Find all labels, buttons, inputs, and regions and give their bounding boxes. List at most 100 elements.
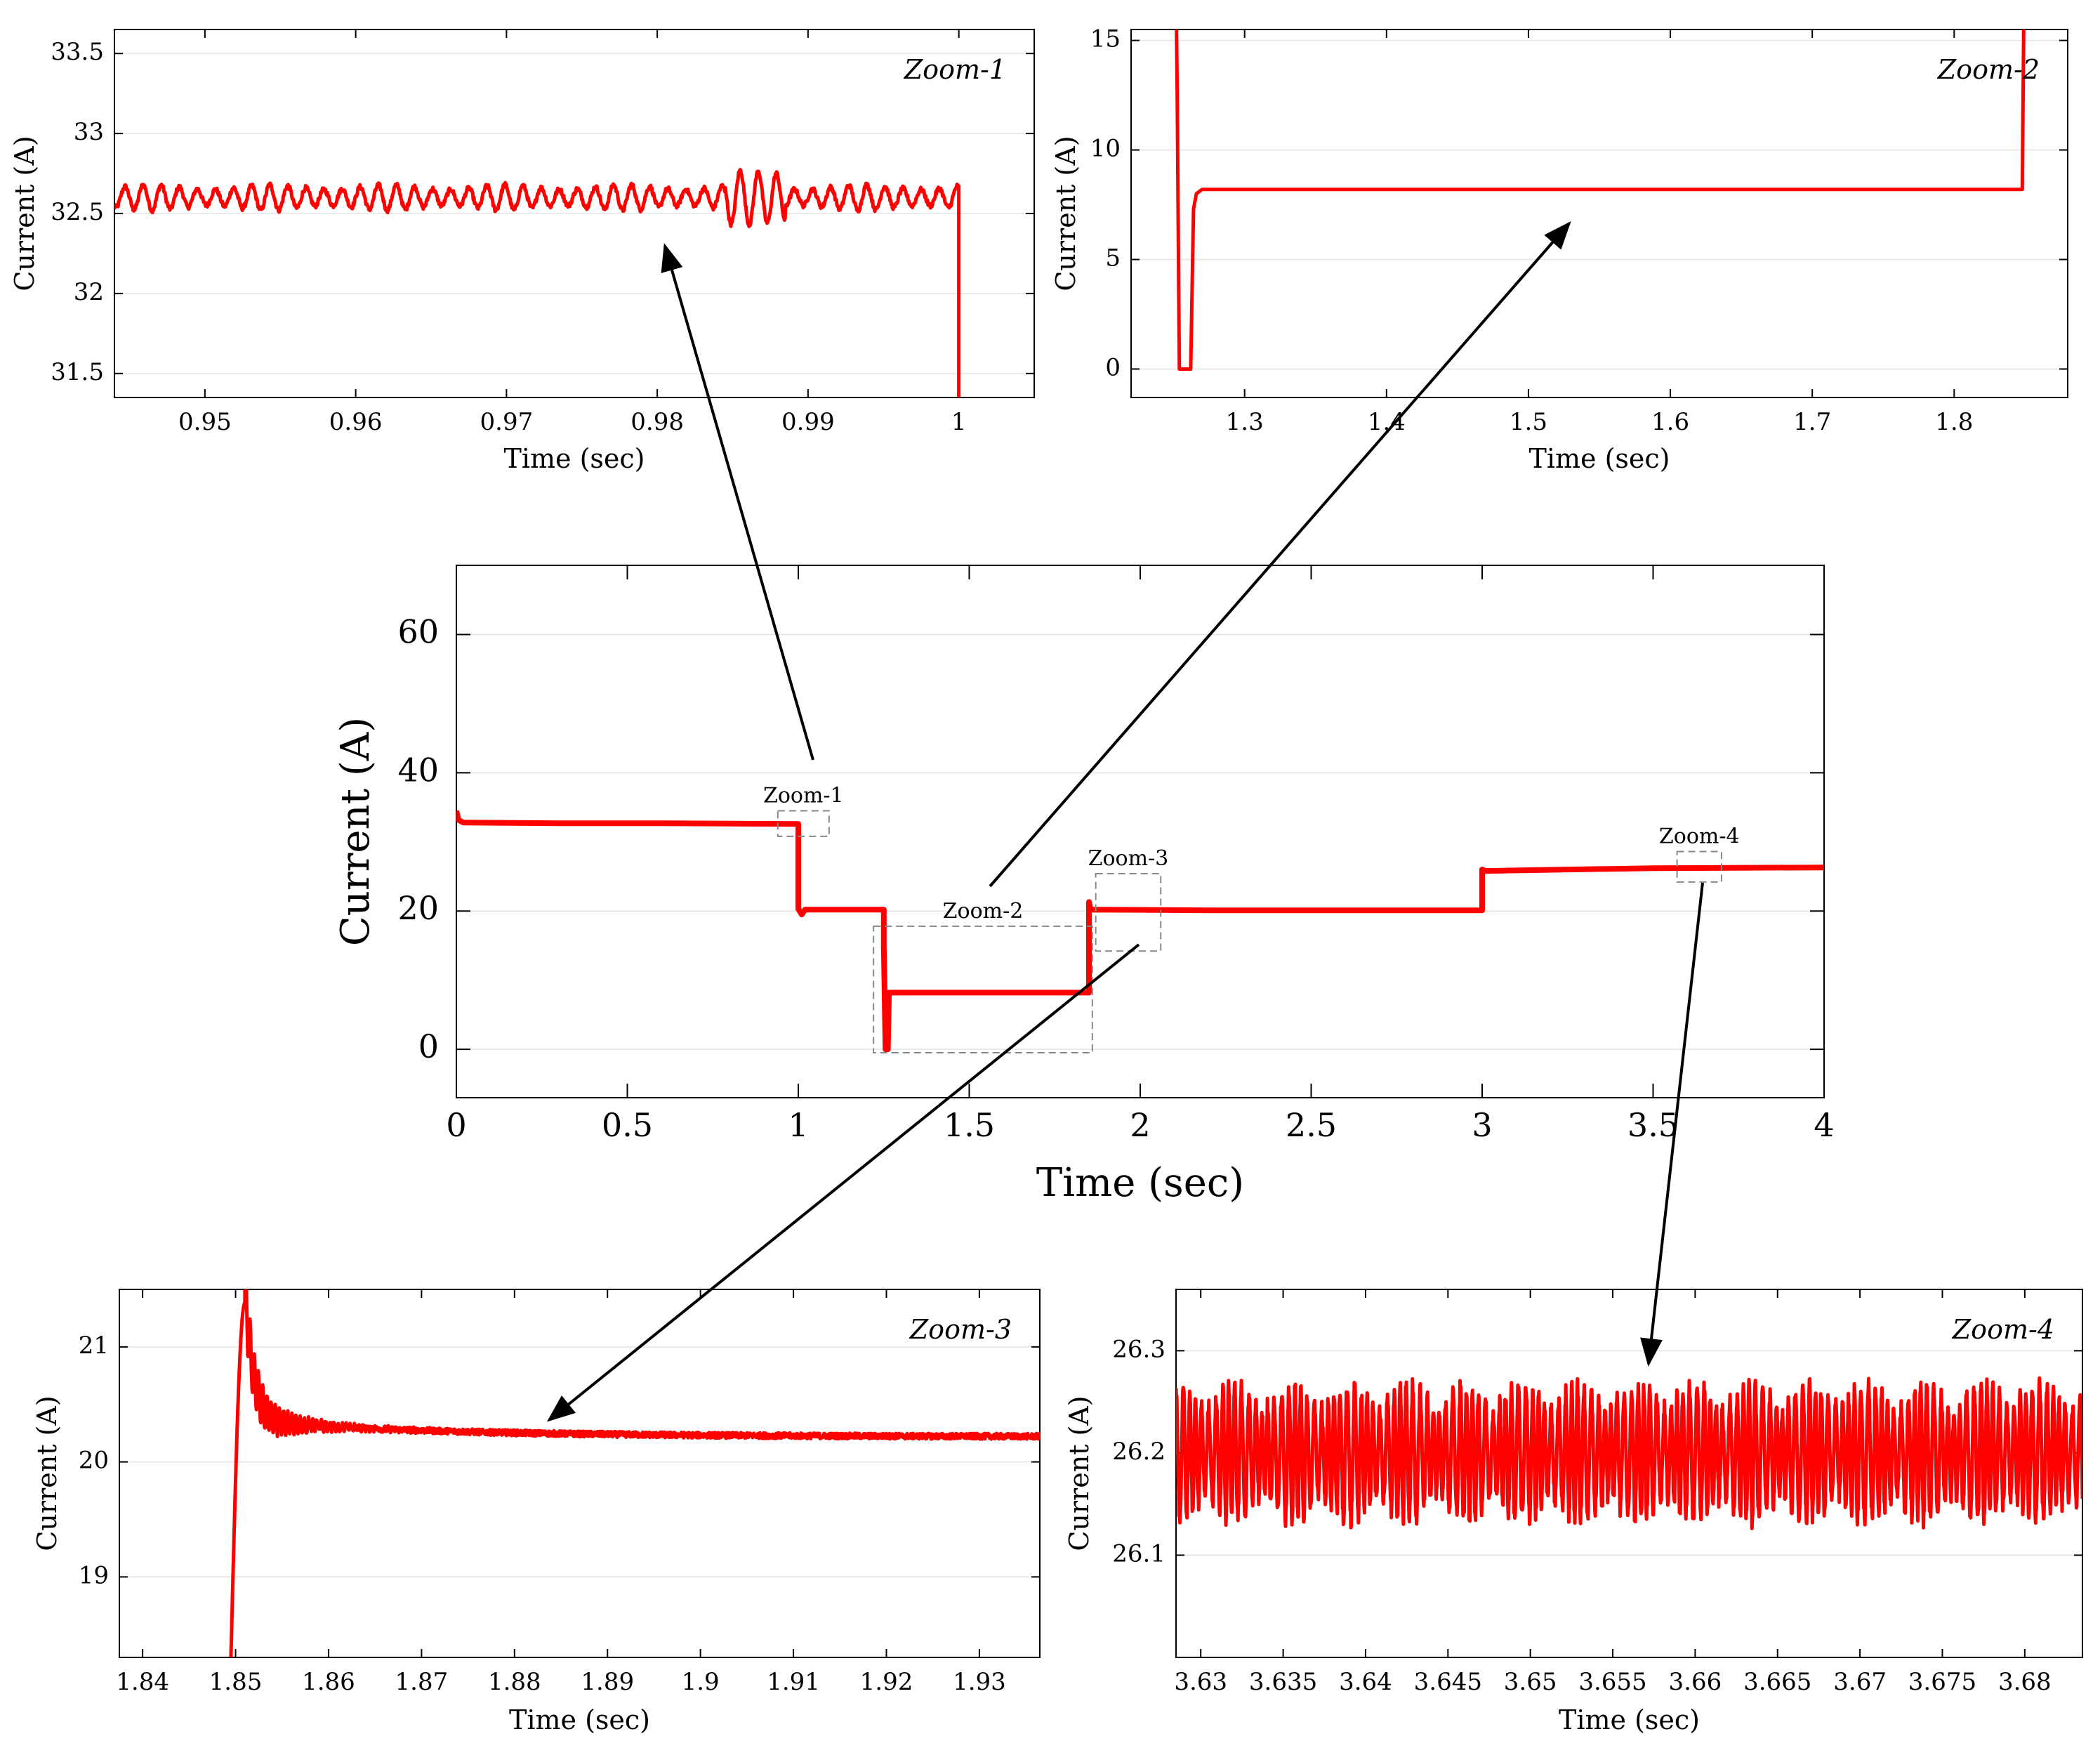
zoom4-xtick-label: 3.67 [1833,1668,1887,1696]
zoom3-xtick-label: 1.92 [860,1668,913,1696]
zoom2-ytick-label: 0 [1105,353,1121,381]
main-ytick-label: 40 [397,751,439,789]
zoom1-ytick-label: 32 [74,278,104,306]
main-yaxis-label: Current (A) [333,717,378,946]
main-xtick-label: 4 [1814,1106,1834,1144]
zoom1-xtick-label: 0.97 [480,408,534,436]
zoom4-yaxis-label: Current (A) [1064,1395,1095,1551]
zoom4-xtick-label: 3.645 [1414,1668,1482,1696]
zoom1-ytick-label: 33 [74,118,104,146]
zoom1-xtick-label: 1 [951,408,967,436]
main-xtick-label: 0.5 [602,1106,653,1144]
zoom2-ytick-label: 10 [1090,135,1121,163]
zoom4-xtick-label: 3.64 [1339,1668,1392,1696]
main-xtick-label: 3 [1472,1106,1492,1144]
main-ytick-label: 60 [397,612,439,650]
main-ytick-label: 20 [397,889,439,927]
region-box-1 [777,810,830,837]
zoom3-xtick-label: 1.87 [395,1668,449,1696]
zoom4-xtick-label: 3.68 [1998,1668,2052,1696]
zoom1-ytick-label: 32.5 [51,198,104,226]
zoom1-tag: Zoom-1 [904,54,1006,85]
zoom1-xtick-label: 0.99 [781,408,835,436]
arrow-zoom-1 [661,243,814,761]
zoom4-xtick-label: 3.675 [1908,1668,1976,1696]
main-ytick-label: 0 [418,1027,439,1065]
zoom4-xtick-label: 3.655 [1578,1668,1646,1696]
zoom4-xtick-label: 3.665 [1743,1668,1811,1696]
region-label-3: Zoom-3 [1088,846,1169,871]
zoom4-xtick-label: 3.65 [1504,1668,1557,1696]
region-box-4 [1676,850,1722,883]
zoom3-xaxis-label: Time (sec) [509,1704,650,1735]
main-xtick-label: 0 [446,1106,466,1144]
zoom1-xtick-label: 0.98 [630,408,684,436]
zoom2-xaxis-label: Time (sec) [1528,443,1670,474]
zoom2-xtick-label: 1.3 [1226,408,1264,436]
zoom3-xtick-label: 1.93 [953,1668,1006,1696]
zoom1-yaxis-label: Current (A) [9,136,40,291]
zoom1-ytick-label: 31.5 [51,358,104,386]
zoom4-xtick-label: 3.66 [1669,1668,1722,1696]
zoom3-plot: 19 20 21 1.84 1.85 1.86 1.87 1.88 1.89 1.9 1.91 1.9… [32,1289,1041,1735]
zoom2-xtick-label: 1.7 [1793,408,1831,436]
zoom3-xtick-label: 1.9 [682,1668,720,1696]
zoom3-tag: Zoom-3 [909,1314,1012,1345]
zoom3-xtick-label: 1.91 [767,1668,820,1696]
zoom1-xtick-label: 0.95 [178,408,232,436]
main-frame [456,565,1825,1098]
region-box-2 [873,925,1093,1054]
zoom3-xtick-label: 1.88 [488,1668,541,1696]
zoom3-xtick-label: 1.89 [581,1668,634,1696]
main-xtick-label: 3.5 [1627,1106,1679,1144]
zoom4-ytick-label: 26.2 [1112,1438,1165,1466]
zoom4-xtick-label: 3.63 [1174,1668,1227,1696]
main-current-series [456,810,1824,1053]
zoom3-ytick-label: 19 [79,1561,109,1589]
arrow-zoom-3 [546,943,1140,1422]
zoom2-xtick-label: 1.8 [1935,408,1973,436]
zoom4-tag: Zoom-4 [1952,1314,2054,1345]
zoom-arrows [546,221,1704,1422]
main-xtick-label: 1 [788,1106,808,1144]
main-xtick-label: 2.5 [1286,1106,1337,1144]
arrow-zoom-2 [989,221,1571,888]
zoom3-xtick-label: 1.86 [302,1668,355,1696]
zoom4-xtick-label: 3.635 [1249,1668,1317,1696]
zoom1-xtick-label: 0.96 [329,408,383,436]
zoom2-current-series [1175,29,2026,371]
zoom2-yaxis-label: Current (A) [1050,136,1081,291]
zoom4-xaxis-label: Time (sec) [1559,1704,1700,1735]
zoom1-plot: 31.5 32 32.5 33 33.5 0.95 0.96 0.97 0.98 0.99 1 Tim… [9,29,1035,474]
zoom2-xtick-label: 1.6 [1651,408,1689,436]
main-plot: 0 20 40 60 0 0.5 1 1.5 2 2.5 3 3.5 4 Time (sec) Curren… [333,565,1835,1206]
zoom1-ytick-label: 33.5 [51,38,104,66]
zoom3-xtick-label: 1.84 [116,1668,169,1696]
zoom3-xtick-label: 1.85 [209,1668,263,1696]
zoom2-ytick-label: 15 [1090,25,1121,53]
zoom3-ytick-label: 20 [79,1447,109,1475]
main-xtick-label: 1.5 [944,1106,995,1144]
region-label-2: Zoom-2 [943,899,1024,924]
zoom3-yaxis-label: Current (A) [32,1395,62,1551]
zoom3-ytick-label: 21 [79,1332,109,1360]
zoom4-ytick-label: 26.1 [1112,1539,1165,1568]
zoom1-current-series [114,168,961,397]
region-label-1: Zoom-1 [763,783,844,808]
arrow-zoom-4 [1640,882,1704,1367]
zoom4-ytick-label: 26.3 [1112,1335,1165,1363]
zoom2-frame [1130,29,2068,398]
zoom1-xaxis-label: Time (sec) [503,443,645,474]
main-xaxis-label: Time (sec) [1036,1160,1244,1206]
zoom2-tag: Zoom-2 [1937,54,2040,85]
main-xtick-label: 2 [1130,1106,1150,1144]
zoom4-plot: 26.1 26.2 26.3 3.63 3.635 3.64 3.645 3.65 3.655 3… [1064,1289,2083,1735]
zoom4-current-series [1176,1376,2082,1530]
zoom3-current-series [229,1289,1040,1657]
region-box-3 [1095,873,1162,952]
zoom2-ytick-label: 5 [1105,244,1121,272]
region-label-4: Zoom-4 [1659,824,1740,849]
